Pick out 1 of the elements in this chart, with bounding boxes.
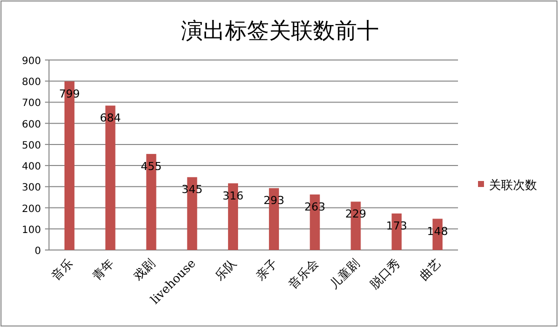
title: 演出标签关联数前十 [181,19,379,44]
